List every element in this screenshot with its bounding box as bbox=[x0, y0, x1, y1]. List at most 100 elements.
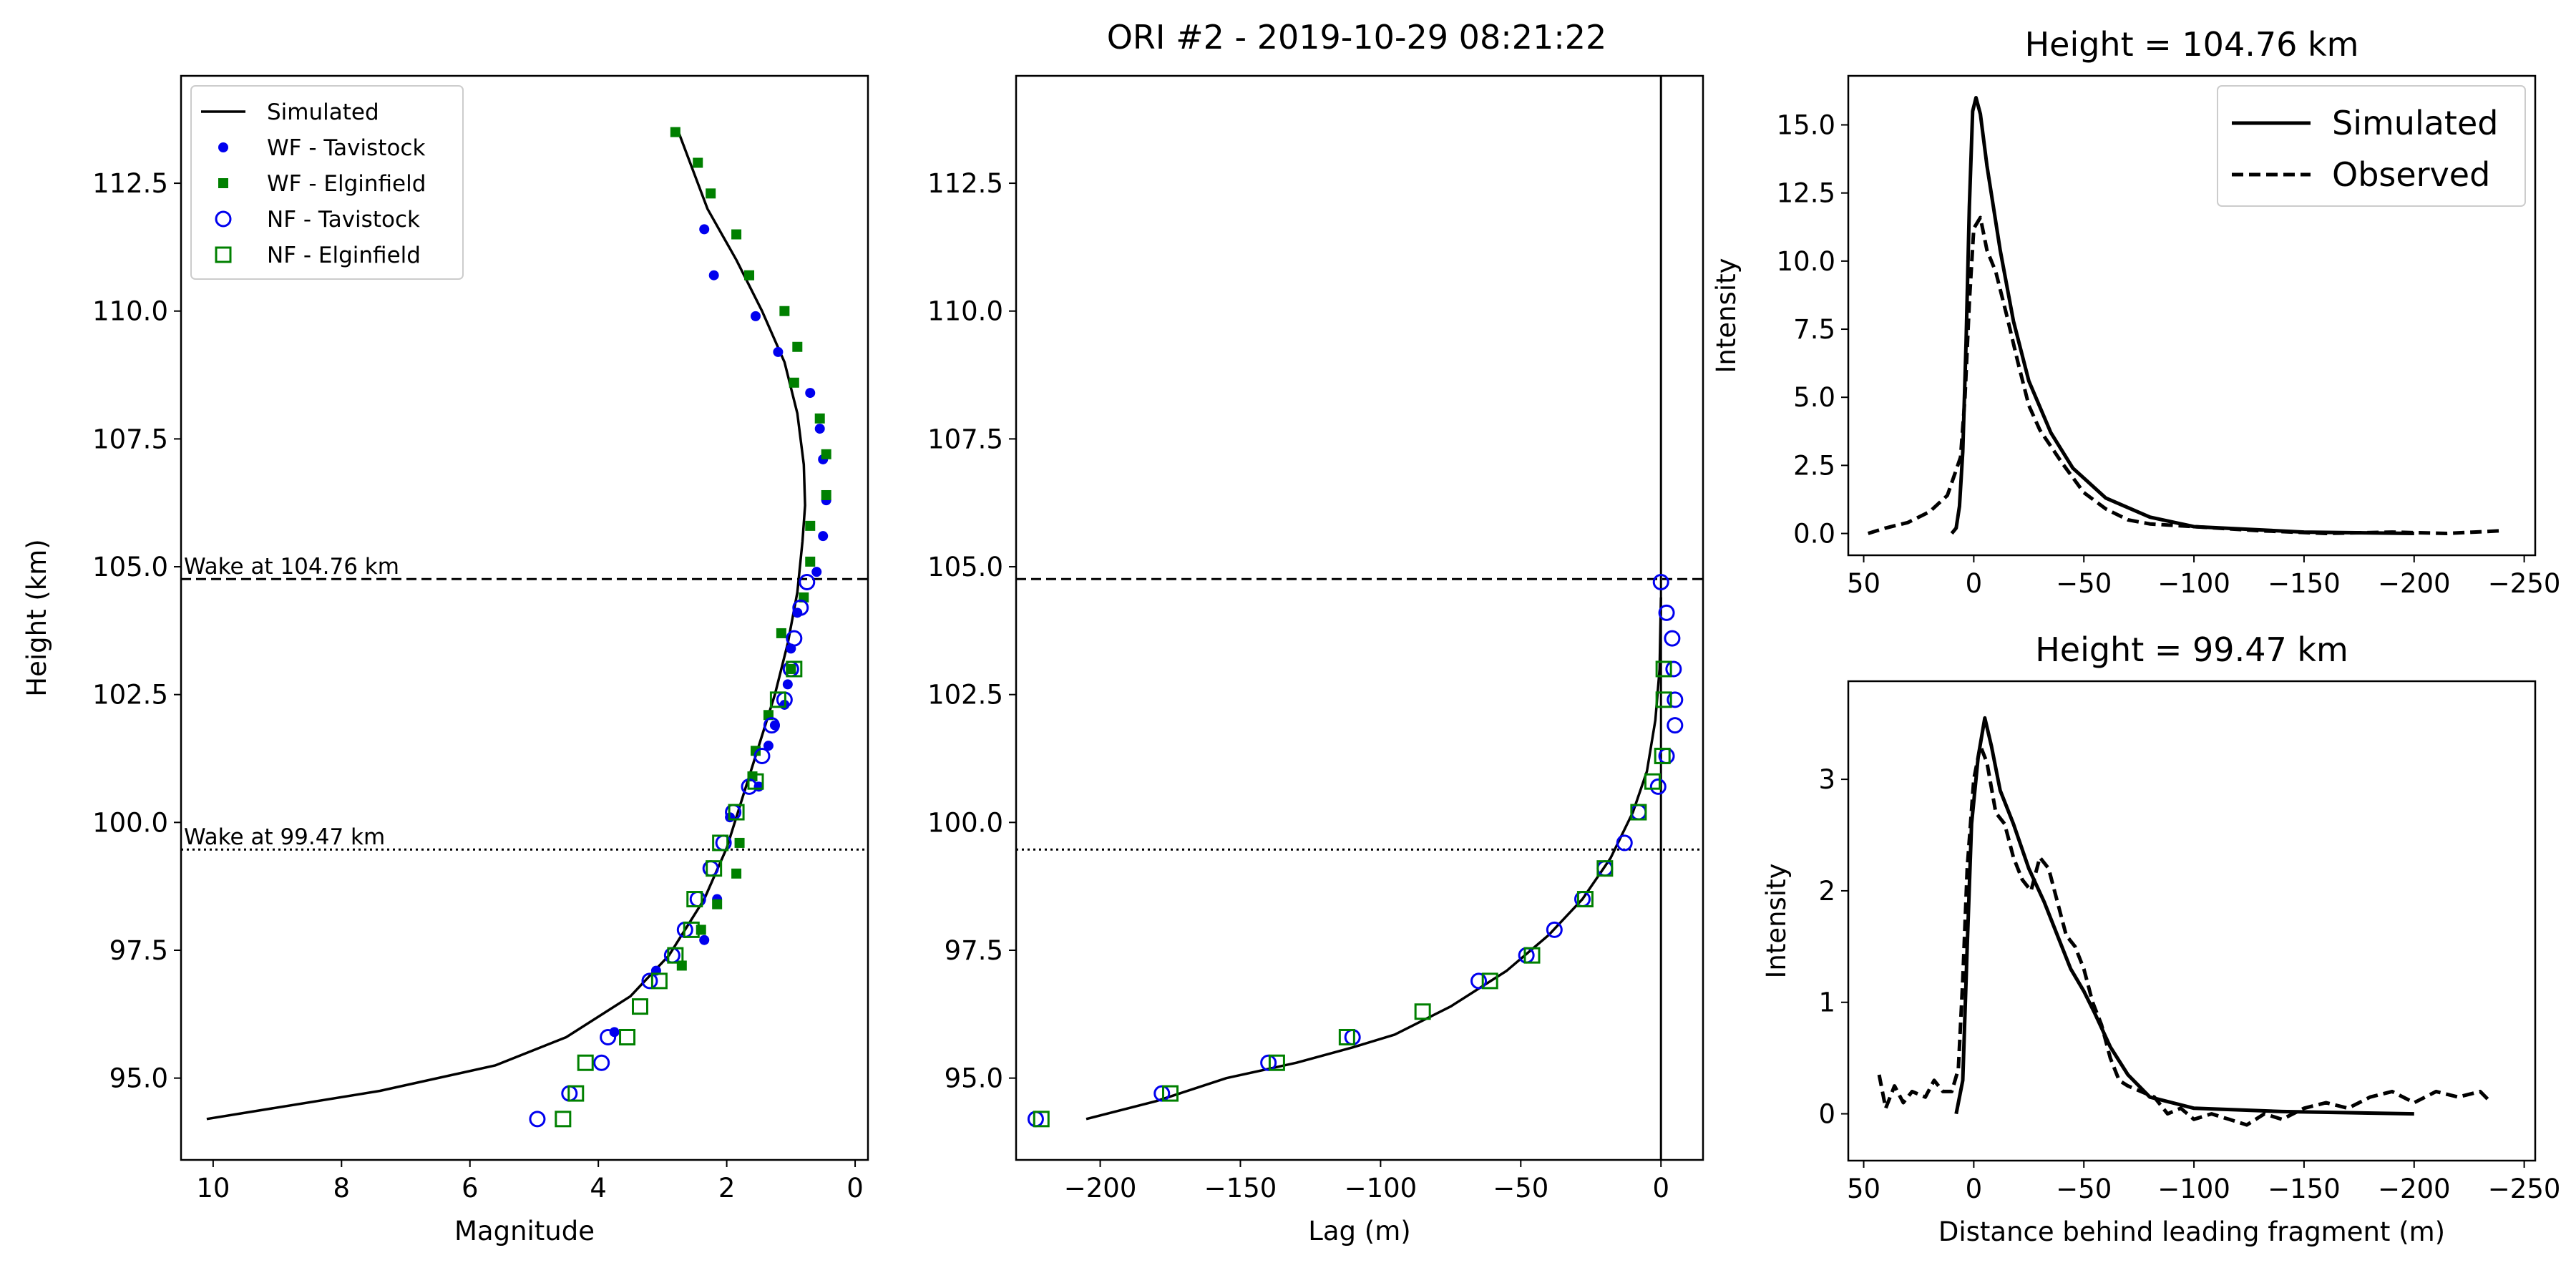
point-nf-tavistock bbox=[1546, 921, 1563, 938]
point-nf-tavistock bbox=[792, 599, 809, 616]
y-tick-label: 107.5 bbox=[92, 424, 168, 454]
legend-box bbox=[190, 85, 464, 280]
plot-area bbox=[181, 127, 868, 1128]
figure-suptitle: ORI #2 - 2019-10-29 08:21:22 bbox=[1107, 18, 1607, 57]
axes-frame bbox=[1847, 74, 2537, 557]
point-nf-tavistock bbox=[641, 972, 658, 990]
x-tick-label: 0 bbox=[1966, 568, 1983, 599]
legend-swatch bbox=[215, 246, 232, 263]
point-nf-elginfield bbox=[555, 1111, 572, 1128]
point-nf-elginfield bbox=[1481, 972, 1498, 990]
point-wf-elginfield bbox=[821, 449, 831, 459]
point-nf-tavistock bbox=[799, 573, 816, 590]
x-tick-label: 2 bbox=[718, 1173, 736, 1204]
x-tick-label: −200 bbox=[2378, 568, 2451, 599]
x-tick-label: 0 bbox=[1652, 1173, 1669, 1204]
y-tick-label: 112.5 bbox=[927, 168, 1003, 199]
panel-title: Height = 99.47 km bbox=[2035, 630, 2348, 669]
y-tick-label: 5.0 bbox=[1793, 382, 1835, 413]
x-tick-label: 10 bbox=[196, 1173, 230, 1204]
y-tick-label: 7.5 bbox=[1793, 314, 1835, 345]
x-axis-label: Distance behind leading fragment (m) bbox=[1938, 1216, 2445, 1247]
point-nf-elginfield bbox=[747, 773, 764, 790]
legend-label: Observed bbox=[2332, 155, 2490, 194]
point-nf-elginfield bbox=[631, 998, 648, 1015]
point-wf-elginfield bbox=[731, 868, 742, 879]
y-tick-label: 0.0 bbox=[1793, 519, 1835, 550]
point-nf-elginfield bbox=[1414, 1003, 1431, 1020]
plot-area bbox=[1877, 716, 2493, 1127]
point-wf-elginfield bbox=[792, 341, 803, 352]
y-tick-label: 102.5 bbox=[927, 680, 1003, 711]
point-nf-tavistock bbox=[786, 630, 803, 647]
axes-frame bbox=[1847, 680, 2537, 1162]
x-tick-label: −50 bbox=[2056, 1174, 2112, 1204]
y-tick-label: 12.5 bbox=[1777, 178, 1835, 209]
point-nf-elginfield bbox=[728, 804, 745, 821]
point-nf-elginfield bbox=[712, 834, 729, 852]
point-nf-tavistock bbox=[763, 717, 780, 734]
legend-label: Simulated bbox=[267, 99, 379, 125]
point-wf-elginfield bbox=[821, 489, 831, 500]
x-tick-label: −250 bbox=[2488, 1174, 2561, 1204]
point-nf-elginfield bbox=[567, 1085, 585, 1102]
point-wf-elginfield bbox=[693, 157, 703, 168]
point-wf-elginfield bbox=[814, 413, 825, 424]
point-nf-elginfield bbox=[786, 660, 803, 678]
point-wf-elginfield bbox=[731, 229, 742, 240]
point-nf-elginfield bbox=[650, 972, 668, 990]
point-nf-elginfield bbox=[1523, 947, 1541, 964]
x-tick-label: 8 bbox=[333, 1173, 351, 1204]
y-tick-label: 95.0 bbox=[109, 1063, 168, 1094]
y-tick-label: 110.0 bbox=[92, 296, 168, 327]
point-nf-elginfield bbox=[1644, 773, 1661, 790]
legend-label: WF - Tavistock bbox=[267, 135, 425, 161]
x-axis-label: Lag (m) bbox=[1308, 1216, 1410, 1246]
point-wf-elginfield bbox=[670, 127, 680, 137]
x-tick-label: −150 bbox=[1204, 1173, 1277, 1204]
point-nf-elginfield bbox=[1033, 1111, 1050, 1128]
point-nf-tavistock bbox=[1658, 604, 1675, 621]
point-nf-tavistock bbox=[1667, 691, 1684, 708]
x-tick-label: −250 bbox=[2488, 568, 2561, 599]
point-nf-tavistock bbox=[753, 747, 771, 764]
y-tick-label: 1 bbox=[1818, 987, 1835, 1018]
point-wf-elginfield bbox=[734, 837, 745, 848]
point-nf-elginfield bbox=[1162, 1085, 1179, 1102]
point-nf-elginfield bbox=[683, 921, 700, 938]
point-nf-tavistock bbox=[1470, 972, 1488, 990]
x-tick-label: 4 bbox=[590, 1173, 607, 1204]
y-tick-label: 97.5 bbox=[109, 935, 168, 966]
x-tick-label: −50 bbox=[1493, 1173, 1548, 1204]
point-wf-tavistock bbox=[805, 388, 816, 399]
point-wf-tavistock bbox=[750, 311, 761, 321]
point-nf-tavistock bbox=[1153, 1085, 1171, 1102]
y-tick-label: 112.5 bbox=[92, 168, 168, 199]
y-tick-label: 105.0 bbox=[927, 552, 1003, 582]
y-tick-label: 10.0 bbox=[1777, 246, 1835, 277]
x-tick-label: 0 bbox=[847, 1173, 864, 1204]
y-axis-label: Intensity bbox=[1761, 863, 1792, 978]
point-nf-elginfield bbox=[619, 1028, 636, 1045]
plot-area bbox=[1016, 76, 1703, 1160]
point-wf-tavistock bbox=[818, 531, 829, 542]
point-nf-elginfield bbox=[577, 1054, 594, 1071]
magnitude-panel: 95.0 97.5 100.0 102.5 105.0 107.5 110.0 112.5 10… bbox=[21, 74, 869, 1246]
point-nf-elginfield bbox=[769, 691, 786, 708]
point-nf-elginfield bbox=[1338, 1028, 1355, 1045]
x-tick-label: −150 bbox=[2268, 1174, 2341, 1204]
wake-label: Wake at 104.76 km bbox=[184, 554, 399, 580]
y-tick-label: 15.0 bbox=[1777, 110, 1835, 141]
point-nf-elginfield bbox=[706, 860, 723, 877]
point-nf-tavistock bbox=[600, 1028, 617, 1045]
y-tick-label: 100.0 bbox=[92, 807, 168, 838]
point-wf-tavistock bbox=[763, 741, 774, 751]
y-tick-label: 2 bbox=[1818, 876, 1835, 907]
plot-area bbox=[1867, 96, 2502, 535]
legend-label: WF - Elginfield bbox=[267, 171, 426, 197]
legend-swatch bbox=[215, 210, 232, 228]
legend-label: Simulated bbox=[2332, 104, 2498, 142]
point-nf-elginfield bbox=[1655, 691, 1672, 708]
lag-panel: 95.0 97.5 100.0 102.5 105.0 107.5 110.0 112.5 −2… bbox=[927, 74, 1704, 1246]
x-tick-label: −100 bbox=[2157, 1174, 2230, 1204]
